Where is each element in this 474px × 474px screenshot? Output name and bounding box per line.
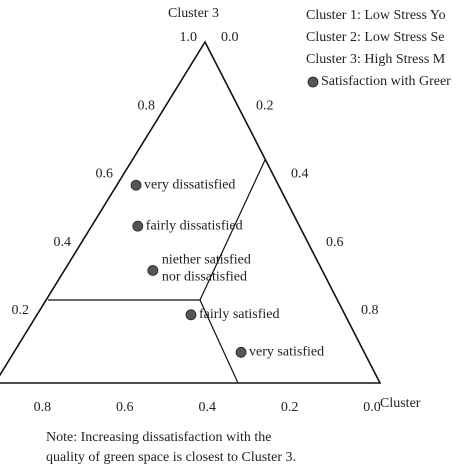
left-tick-label: 0.2 bbox=[12, 303, 30, 318]
data-point bbox=[130, 179, 142, 191]
point-label: niether satisfied nor dissatisfied bbox=[162, 253, 251, 285]
legend: Cluster 1: Low Stress Yo Cluster 2: Low S… bbox=[306, 8, 451, 89]
bottom-tick-label: 0.8 bbox=[34, 400, 52, 415]
legend-marker bbox=[307, 76, 319, 88]
triangle-frame bbox=[0, 40, 382, 384]
left-tick-label: 0.8 bbox=[138, 98, 156, 113]
axis-title: Cluster 3 bbox=[168, 6, 219, 21]
axis-title: Cluster bbox=[380, 396, 421, 411]
note: Note: Increasing dissatisfaction with th… bbox=[46, 430, 272, 445]
right-tick-label: 0.0 bbox=[221, 30, 239, 45]
point-label: very dissatisfied bbox=[144, 177, 235, 192]
left-tick-label: 0.6 bbox=[96, 167, 114, 182]
data-point bbox=[132, 220, 144, 232]
legend-text: Cluster 1: Low Stress Yo bbox=[306, 8, 446, 23]
bottom-tick-label: 0.4 bbox=[198, 400, 216, 415]
point-label: fairly dissatisfied bbox=[146, 218, 243, 233]
legend-text: Cluster 3: High Stress M bbox=[306, 52, 446, 67]
left-tick-label: 0.4 bbox=[54, 235, 72, 250]
bottom-tick-label: 0.0 bbox=[363, 400, 381, 415]
legend-text: Satisfaction with Greer bbox=[321, 74, 451, 89]
right-tick-label: 0.8 bbox=[361, 303, 379, 318]
right-tick-label: 0.6 bbox=[326, 235, 344, 250]
note: quality of green space is closest to Clu… bbox=[46, 450, 296, 465]
right-tick-label: 0.2 bbox=[256, 98, 274, 113]
bottom-tick-label: 0.6 bbox=[116, 400, 134, 415]
point-label: very satisfied bbox=[249, 345, 324, 360]
point-label: fairly satisfied bbox=[199, 307, 279, 322]
data-point bbox=[185, 309, 197, 321]
bottom-tick-label: 0.2 bbox=[281, 400, 299, 415]
right-tick-label: 0.4 bbox=[291, 167, 309, 182]
left-tick-label: 1.0 bbox=[180, 30, 198, 45]
region-divider bbox=[199, 159, 266, 384]
legend-text: Cluster 2: Low Stress Se bbox=[306, 30, 444, 45]
data-point bbox=[147, 265, 159, 276]
data-point bbox=[235, 346, 247, 358]
